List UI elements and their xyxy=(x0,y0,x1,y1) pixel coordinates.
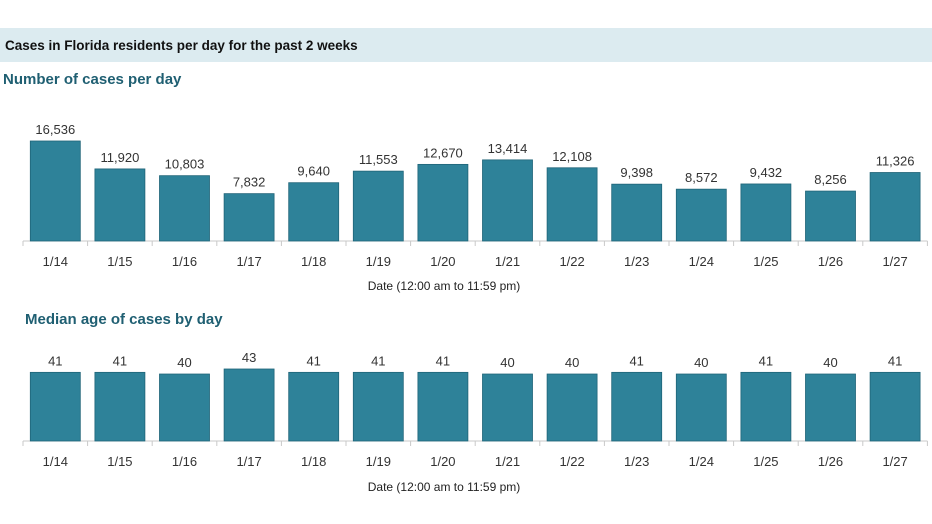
data-label: 41 xyxy=(371,353,385,368)
x-tick-label: 1/23 xyxy=(624,454,649,469)
data-label: 41 xyxy=(759,353,773,368)
bar-1-16 xyxy=(159,175,210,242)
bar-1-15 xyxy=(94,371,146,442)
x-tick-label: 1/24 xyxy=(689,454,714,469)
bar-1-21 xyxy=(482,373,533,442)
x-tick-label: 1/19 xyxy=(366,454,391,469)
data-label: 41 xyxy=(629,353,643,368)
x-tick-label: 1/26 xyxy=(818,454,843,469)
bar-1-27 xyxy=(869,371,921,442)
data-label: 13,414 xyxy=(488,141,528,156)
bar-1-21 xyxy=(482,159,533,242)
x-tick-label: 1/24 xyxy=(689,254,714,269)
data-label: 11,553 xyxy=(359,152,398,167)
bar-1-18 xyxy=(288,182,340,242)
bar-1-25 xyxy=(740,371,792,442)
bar-1-22 xyxy=(546,167,598,242)
data-label: 40 xyxy=(565,355,579,370)
data-label: 7,832 xyxy=(233,175,266,190)
data-label: 41 xyxy=(436,353,450,368)
data-label: 41 xyxy=(48,353,62,368)
bar-1-23 xyxy=(611,183,663,242)
x-tick-label: 1/19 xyxy=(366,254,391,269)
data-label: 43 xyxy=(242,350,256,365)
bar-1-19 xyxy=(352,371,404,442)
bar-1-24 xyxy=(675,373,727,442)
x-tick-label: 1/16 xyxy=(172,454,197,469)
bar-1-20 xyxy=(417,163,469,242)
x-tick-label: 1/14 xyxy=(43,454,68,469)
data-label: 12,108 xyxy=(552,149,592,164)
x-tick-label: 1/21 xyxy=(495,454,520,469)
x-tick-label: 1/15 xyxy=(107,454,132,469)
bar-1-15 xyxy=(94,168,146,242)
data-label: 8,256 xyxy=(814,172,847,187)
cases-bar-chart: 16,536 1/14 11,920 1/15 10,803 1/16 7,832 1/17 9… xyxy=(22,122,928,269)
x-tick-label: 1/22 xyxy=(559,454,584,469)
data-label: 40 xyxy=(694,355,708,370)
cases-chart-title: Number of cases per day xyxy=(3,71,182,88)
bar-1-24 xyxy=(675,188,727,242)
x-tick-label: 1/18 xyxy=(301,254,326,269)
x-tick-label: 1/25 xyxy=(753,454,778,469)
bar-1-16 xyxy=(159,373,210,442)
bar-1-19 xyxy=(352,170,404,242)
x-tick-label: 1/21 xyxy=(495,254,520,269)
x-tick-label: 1/16 xyxy=(172,254,197,269)
bar-1-17 xyxy=(223,193,275,242)
bar-1-26 xyxy=(805,373,856,442)
data-label: 40 xyxy=(823,355,837,370)
x-tick-label: 1/18 xyxy=(301,454,326,469)
bar-1-18 xyxy=(288,371,340,442)
age-chart-title: Median age of cases by day xyxy=(25,311,223,328)
data-label: 9,432 xyxy=(750,165,783,180)
x-tick-label: 1/27 xyxy=(882,254,907,269)
median-age-bar-chart: 41 1/14 41 1/15 40 1/16 43 1/17 41 1/18 41 1/19 41 1/… xyxy=(22,350,928,469)
x-tick-label: 1/27 xyxy=(882,454,907,469)
x-tick-label: 1/20 xyxy=(430,254,455,269)
bar-1-17 xyxy=(223,368,275,442)
bar-1-25 xyxy=(740,183,792,242)
data-label: 11,326 xyxy=(876,154,915,169)
data-label: 40 xyxy=(500,355,514,370)
x-tick-label: 1/22 xyxy=(559,254,584,269)
data-label: 41 xyxy=(306,353,320,368)
bar-1-22 xyxy=(546,373,598,442)
bar-1-26 xyxy=(805,190,856,242)
bar-1-20 xyxy=(417,371,469,442)
x-tick-label: 1/15 xyxy=(107,254,132,269)
bar-1-27 xyxy=(869,172,921,242)
x-tick-label: 1/17 xyxy=(236,454,261,469)
bar-1-14 xyxy=(29,140,81,242)
x-tick-label: 1/25 xyxy=(753,254,778,269)
age-x-axis-title: Date (12:00 am to 11:59 pm) xyxy=(367,480,521,494)
data-label: 41 xyxy=(113,353,127,368)
cases-x-axis-title: Date (12:00 am to 11:59 pm) xyxy=(367,279,521,293)
data-label: 9,398 xyxy=(620,165,653,180)
bar-1-23 xyxy=(611,371,663,442)
data-label: 8,572 xyxy=(685,170,718,185)
x-tick-label: 1/23 xyxy=(624,254,649,269)
bar-1-14 xyxy=(29,371,81,442)
data-label: 40 xyxy=(177,355,191,370)
data-label: 16,536 xyxy=(35,122,75,137)
data-label: 10,803 xyxy=(165,157,205,172)
x-tick-label: 1/17 xyxy=(236,254,261,269)
data-label: 41 xyxy=(888,353,902,368)
chart-banner: Cases in Florida residents per day for t… xyxy=(0,28,932,62)
data-label: 12,670 xyxy=(423,145,463,160)
data-label: 11,920 xyxy=(101,150,140,165)
x-tick-label: 1/26 xyxy=(818,254,843,269)
data-label: 9,640 xyxy=(297,164,330,179)
x-tick-label: 1/20 xyxy=(430,454,455,469)
banner-title: Cases in Florida residents per day for t… xyxy=(5,37,358,53)
x-tick-label: 1/14 xyxy=(43,254,68,269)
